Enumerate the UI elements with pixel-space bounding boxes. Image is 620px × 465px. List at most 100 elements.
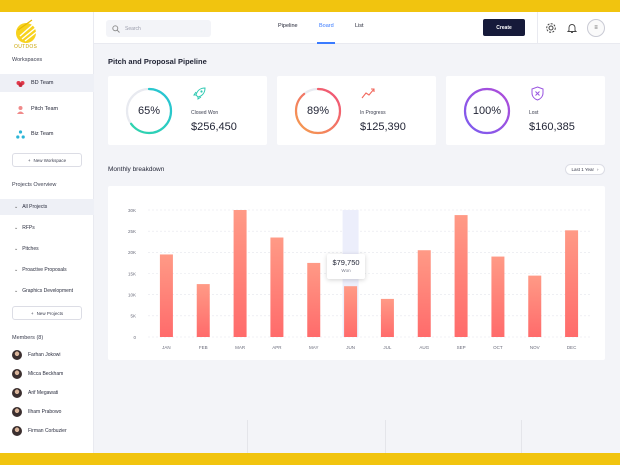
avatar [12, 350, 22, 360]
member-name: Firman Corbuzier [28, 428, 67, 434]
bar [565, 230, 579, 337]
new-workspace-button[interactable]: + New Workspace [12, 153, 82, 167]
y-tick-label: 5K [130, 314, 136, 319]
progress-ring [463, 87, 511, 135]
x-tick-label: SEP [457, 345, 466, 350]
divider [537, 12, 538, 44]
brand-name: OUTDOS [14, 44, 38, 50]
page-title: Pitch and Proposal Pipeline [108, 57, 207, 66]
y-tick-label: 15K [128, 271, 136, 276]
network-icon [16, 129, 25, 139]
card-value: $125,390 [360, 121, 406, 133]
member-name: Ilham Prabowo [28, 409, 62, 415]
bar [196, 284, 210, 337]
create-button[interactable]: Create [483, 19, 525, 36]
progress-ring [125, 87, 173, 135]
member-item[interactable]: Farhan Jokowi [12, 350, 61, 360]
tooltip-label: Won [341, 268, 351, 273]
stat-card-closed-won[interactable]: 65% Closed Won $256,450 [108, 76, 267, 145]
progress-ring [294, 87, 342, 135]
divider [247, 420, 248, 453]
plus-icon: + [27, 157, 31, 163]
stat-card-lost[interactable]: 100% Lost $160,385 [446, 76, 605, 145]
percent-label: 100% [472, 105, 502, 117]
tab-list[interactable]: List [355, 23, 364, 29]
project-label: All Projects [22, 204, 48, 210]
stat-card-in-progress[interactable]: 89% In Progress $125,390 [277, 76, 436, 145]
x-tick-label: DEC [567, 345, 577, 350]
divider [385, 420, 386, 453]
project-rfps[interactable]: ⌄ RFPs [0, 220, 94, 236]
percent-label: 65% [137, 105, 161, 117]
member-item[interactable]: Arif Megawati [12, 388, 58, 398]
member-item[interactable]: Ilham Prabowo [12, 407, 61, 417]
workspace-label: BD Team [31, 80, 54, 86]
x-tick-label: OCT [493, 345, 503, 350]
user-menu-button[interactable]: ≡ [587, 19, 605, 37]
sidebar: OUTDOS Workspaces BD Team Pitch Team Biz… [0, 12, 94, 453]
chevron-down-icon: ⌄ [14, 246, 19, 252]
workspace-biz-team[interactable]: Biz Team [0, 125, 94, 143]
monthly-bar-chart: 0 5K 10K 15K 20K 25K 30K JAN FEB MAR APR MAY JUN JUL A… [128, 208, 590, 350]
shield-x-icon [531, 86, 544, 101]
members-title: Members (8) [12, 335, 44, 341]
member-name: Micca Beckham [28, 371, 64, 377]
card-value: $256,450 [191, 121, 237, 133]
search-placeholder: Search [125, 25, 141, 32]
new-projects-button[interactable]: + New Projects [12, 306, 82, 320]
avatar [12, 369, 22, 379]
project-label: RFPs [22, 225, 35, 231]
active-tab-indicator [317, 42, 335, 44]
tab-board[interactable]: Board [319, 23, 334, 29]
project-proactive[interactable]: ⌄ Proactive Proposals [0, 262, 94, 278]
member-item[interactable]: Firman Corbuzier [12, 426, 67, 436]
project-pitches[interactable]: ⌄ Pitches [0, 241, 94, 257]
x-tick-label: FEB [199, 345, 208, 350]
workspace-label: Pitch Team [31, 106, 59, 112]
project-all[interactable]: ⌄ All Projects [0, 199, 94, 215]
y-tick-label: 0 [133, 335, 136, 340]
logo-icon [16, 19, 40, 43]
topbar: Search Pipeline Board List Create ≡ [94, 12, 620, 44]
workspace-label: Biz Team [31, 131, 54, 137]
card-label: Closed Won [191, 110, 219, 116]
workspace-bd-team[interactable]: BD Team [0, 74, 94, 92]
new-projects-label: New Projects [36, 310, 64, 316]
bar [454, 215, 468, 337]
chevron-down-icon: ⌄ [14, 204, 19, 210]
y-tick-label: 25K [128, 229, 136, 234]
x-tick-label: JAN [162, 345, 171, 350]
gear-icon[interactable] [545, 22, 557, 34]
chevron-down-icon: ⌄ [14, 225, 19, 231]
chevron-right-icon: › [597, 167, 599, 172]
people-icon [16, 79, 25, 88]
chevron-down-icon: ⌄ [14, 288, 19, 294]
bar [233, 210, 247, 337]
avatar [12, 407, 22, 417]
project-label: Graphics Development [22, 288, 74, 294]
person-icon [16, 105, 25, 114]
trending-up-icon [361, 88, 375, 99]
project-graphics[interactable]: ⌄ Graphics Development [0, 283, 94, 299]
tab-pipeline[interactable]: Pipeline [278, 23, 298, 29]
rocket-icon [193, 87, 206, 100]
search-input[interactable]: Search [106, 20, 211, 37]
member-name: Arif Megawati [28, 390, 59, 396]
y-tick-label: 20K [128, 250, 136, 255]
member-item[interactable]: Micca Beckham [12, 369, 63, 379]
plus-icon: + [30, 310, 34, 316]
period-value: Last 1 Year [571, 167, 595, 172]
workspace-pitch-team[interactable]: Pitch Team [0, 100, 94, 118]
card-label: Lost [529, 110, 539, 116]
x-tick-label: JUL [383, 345, 391, 350]
bar [307, 262, 321, 337]
menu-icon: ≡ [594, 25, 598, 31]
x-tick-label: NOV [530, 345, 540, 350]
tooltip-value: $79,750 [332, 258, 360, 267]
period-dropdown[interactable]: Last 1 Year › [565, 164, 605, 175]
avatar [12, 388, 22, 398]
bar [270, 237, 284, 337]
chevron-down-icon: ⌄ [14, 267, 19, 273]
bell-icon[interactable] [566, 22, 578, 34]
chart-card: 0 5K 10K 15K 20K 25K 30K JAN FEB MAR APR MAY JUN JUL A… [108, 186, 605, 360]
